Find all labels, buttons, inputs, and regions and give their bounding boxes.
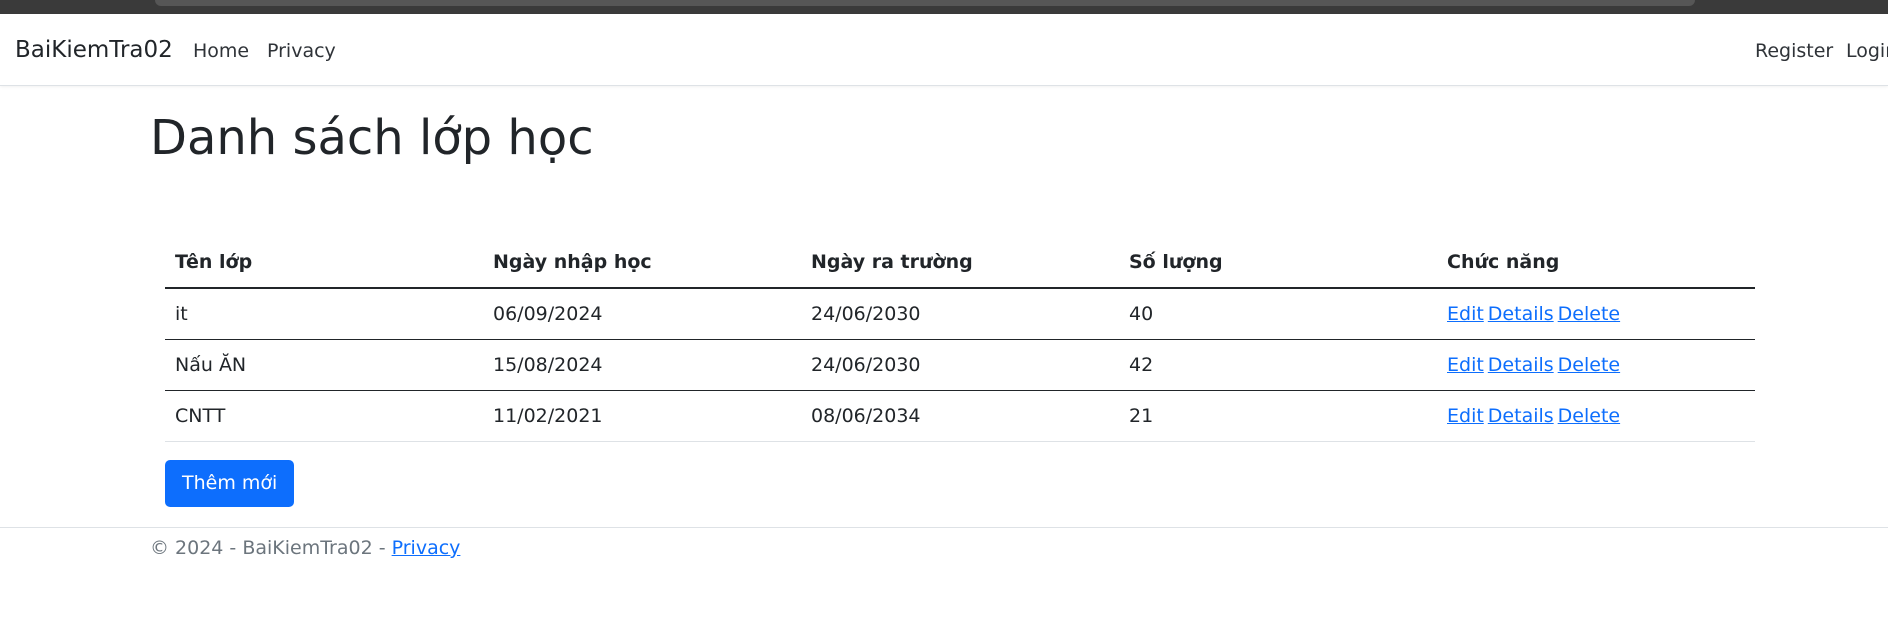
column-header-start-date: Ngày nhập học: [483, 237, 801, 289]
page-footer: © 2024 - BaiKiemTra02 - Privacy: [0, 527, 1888, 578]
cell-class-name: CNTT: [165, 390, 483, 442]
footer-copyright: © 2024 - BaiKiemTra02 - Privacy: [150, 533, 460, 563]
cell-class-name: it: [165, 288, 483, 340]
cell-quantity: 42: [1119, 339, 1437, 391]
browser-chrome-strip: [0, 0, 1888, 14]
add-new-button[interactable]: Thêm mới: [165, 460, 295, 507]
nav-link-register[interactable]: Register: [1755, 40, 1834, 62]
cell-quantity: 40: [1119, 288, 1437, 340]
cell-actions: Edit Details Delete: [1437, 339, 1755, 391]
column-header-actions: Chức năng: [1437, 237, 1755, 289]
navbar-brand[interactable]: BaiKiemTra02: [15, 37, 173, 63]
class-list-table: Tên lớp Ngày nhập học Ngày ra trường Số …: [165, 237, 1755, 442]
edit-link[interactable]: Edit: [1447, 354, 1484, 376]
nav-link-privacy[interactable]: Privacy: [267, 40, 336, 62]
table-row: it 06/09/2024 24/06/2030 40 Edit Details D…: [165, 288, 1755, 340]
column-header-quantity: Số lượng: [1119, 237, 1437, 289]
cell-graduation-date: 08/06/2034: [801, 390, 1119, 442]
details-link[interactable]: Details: [1487, 303, 1554, 325]
cell-class-name: Nấu ĂN: [165, 339, 483, 391]
cell-start-date: 11/02/2021: [483, 390, 801, 442]
nav-link-home[interactable]: Home: [193, 40, 250, 62]
cell-actions: Edit Details Delete: [1437, 288, 1755, 340]
table-row: Nấu ĂN 15/08/2024 24/06/2030 42 Edit Deta…: [165, 339, 1755, 391]
page-title: Danh sách lớp học: [150, 110, 594, 166]
top-navbar: BaiKiemTra02 Home Privacy Register Login: [0, 14, 1888, 86]
delete-link[interactable]: Delete: [1557, 303, 1621, 325]
edit-link[interactable]: Edit: [1447, 303, 1484, 325]
delete-link[interactable]: Delete: [1557, 354, 1621, 376]
table-row: CNTT 11/02/2021 08/06/2034 21 Edit Detail…: [165, 390, 1755, 442]
cell-actions: Edit Details Delete: [1437, 390, 1755, 442]
details-link[interactable]: Details: [1487, 405, 1554, 427]
cell-start-date: 06/09/2024: [483, 288, 801, 340]
nav-link-login[interactable]: Login: [1846, 40, 1888, 62]
column-header-class-name: Tên lớp: [165, 237, 483, 289]
delete-link[interactable]: Delete: [1557, 405, 1621, 427]
footer-copyright-text: © 2024 - BaiKiemTra02 -: [150, 537, 392, 559]
details-link[interactable]: Details: [1487, 354, 1554, 376]
cell-graduation-date: 24/06/2030: [801, 339, 1119, 391]
footer-privacy-link[interactable]: Privacy: [391, 537, 461, 559]
cell-start-date: 15/08/2024: [483, 339, 801, 391]
cell-graduation-date: 24/06/2030: [801, 288, 1119, 340]
column-header-graduation-date: Ngày ra trường: [801, 237, 1119, 289]
browser-tab-bar: [155, 0, 1695, 6]
cell-quantity: 21: [1119, 390, 1437, 442]
table-header-row: Tên lớp Ngày nhập học Ngày ra trường Số …: [165, 237, 1755, 289]
edit-link[interactable]: Edit: [1447, 405, 1484, 427]
